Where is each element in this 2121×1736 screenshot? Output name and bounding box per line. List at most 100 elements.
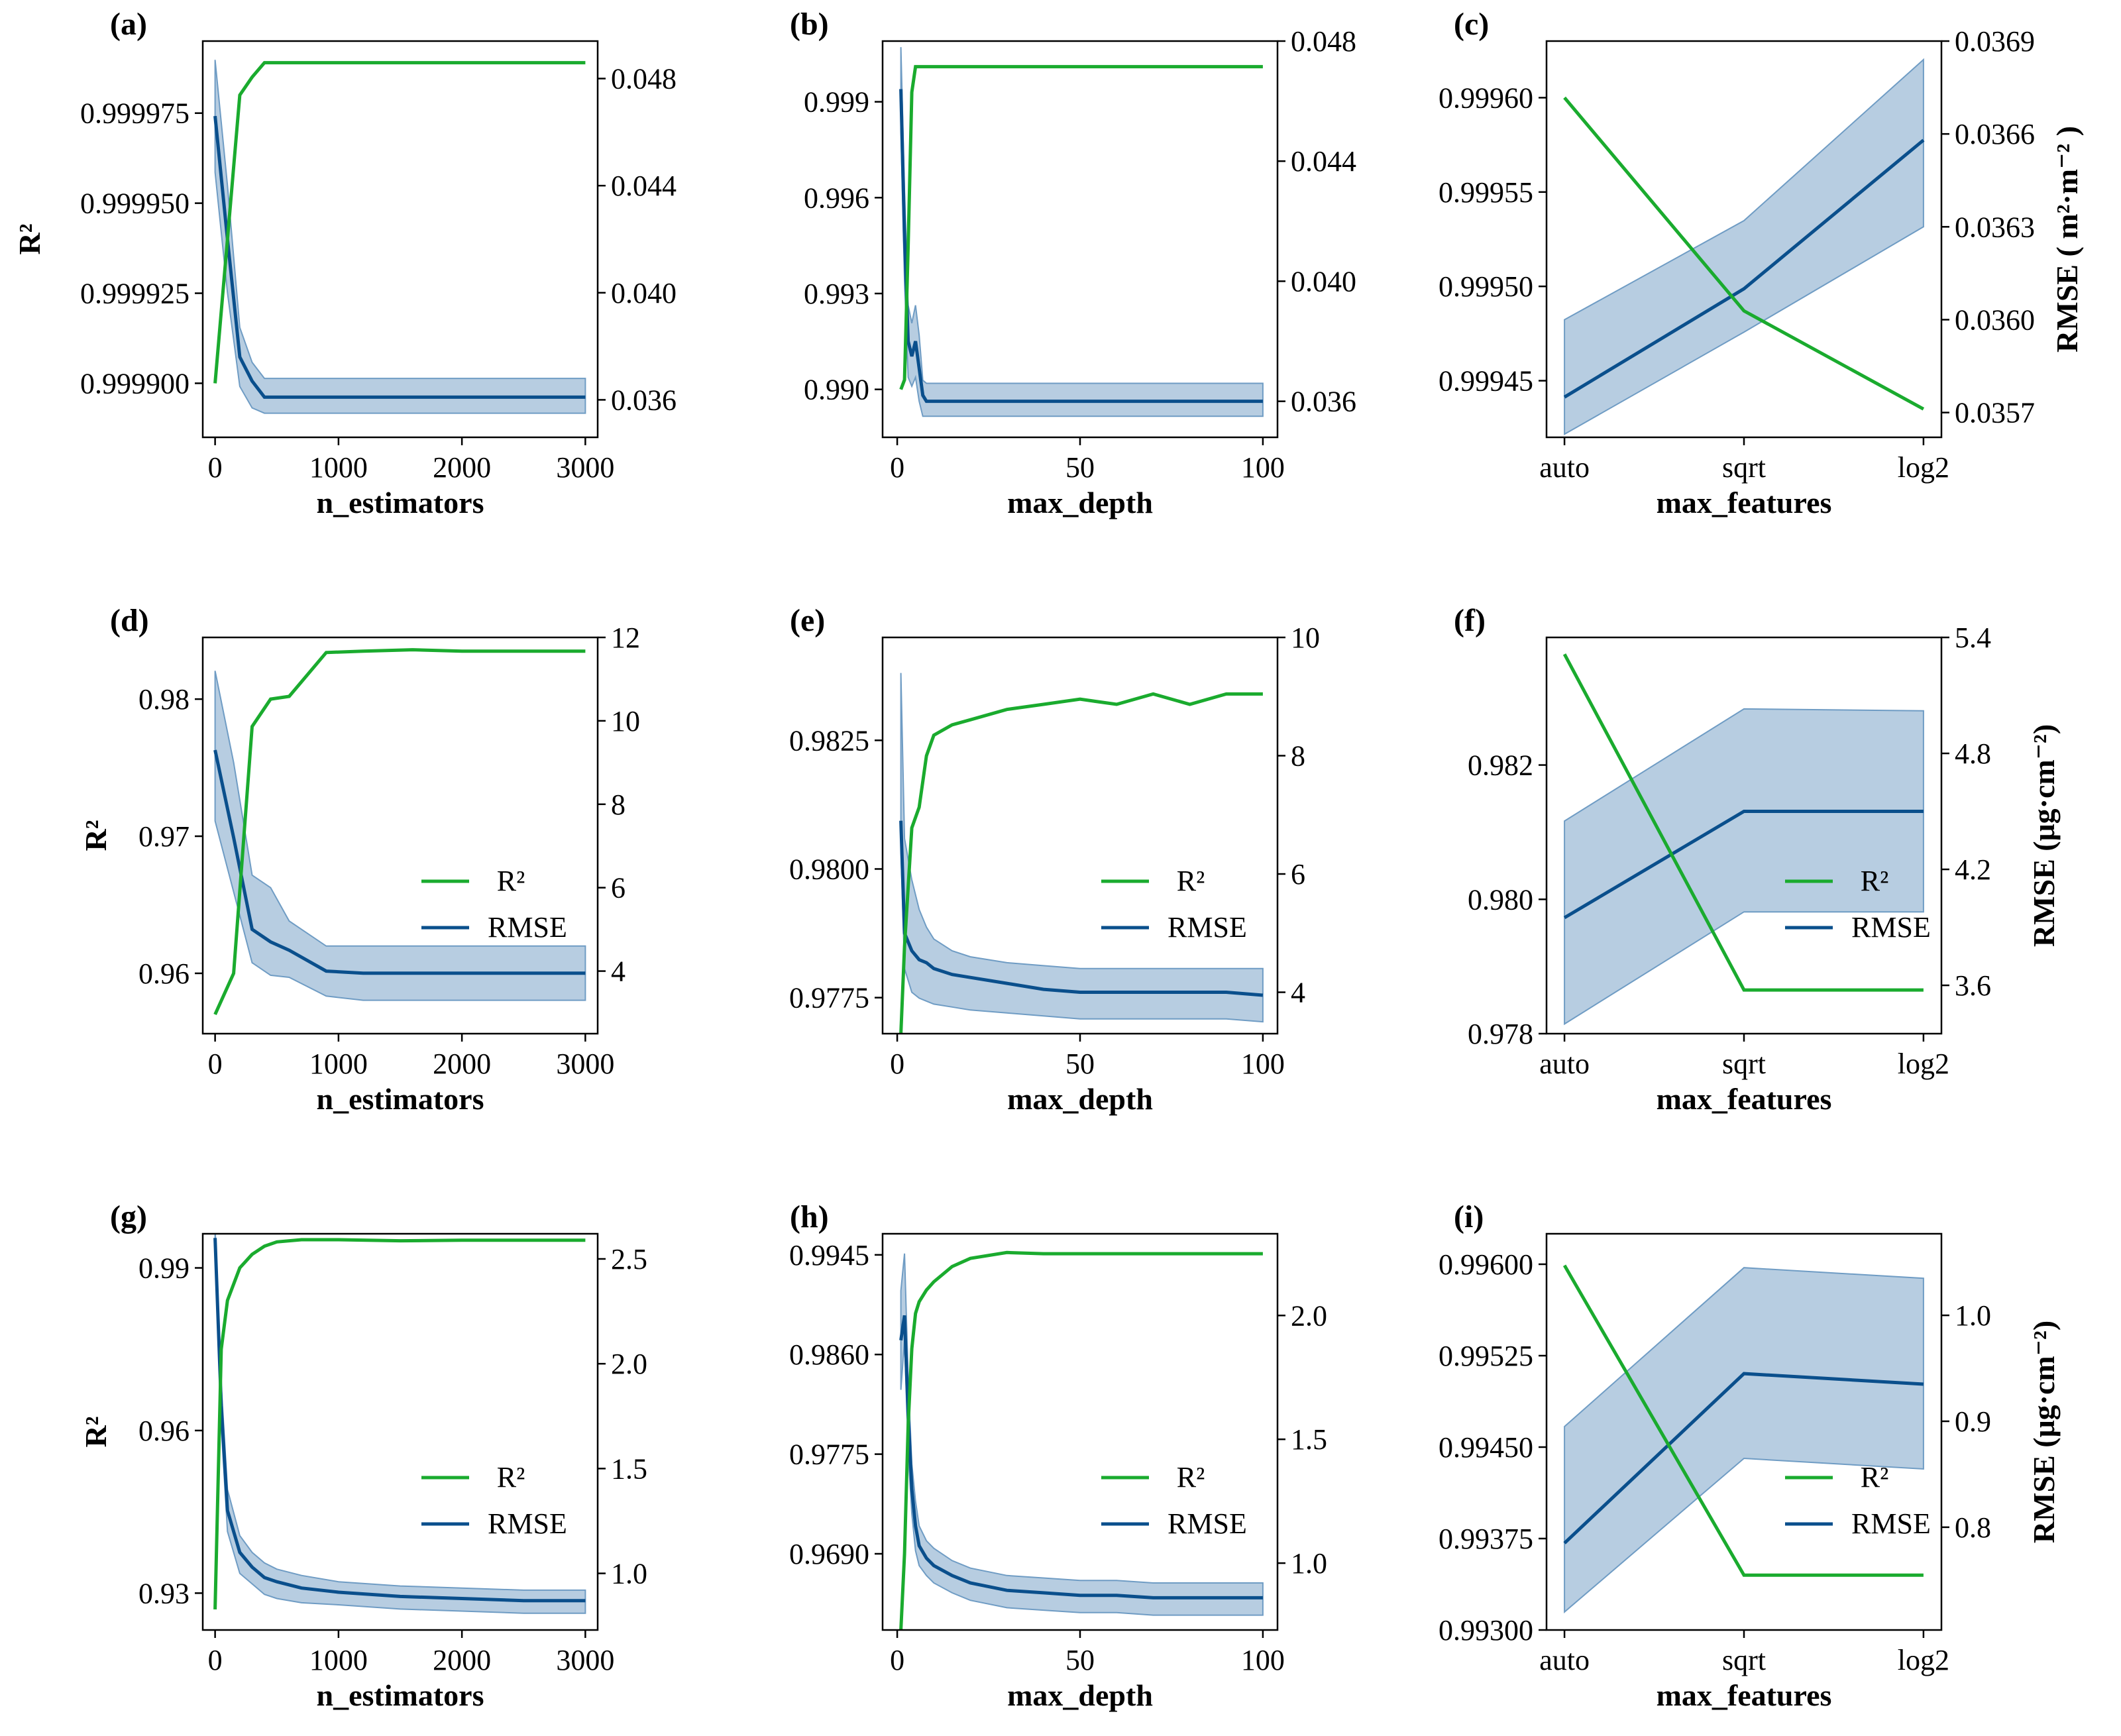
x-tick-label: 0 xyxy=(890,451,904,484)
y-tick-label: 0.9690 xyxy=(789,1538,869,1570)
legend-rmse-label: RMSE xyxy=(1851,911,1931,944)
y-tick-label: 0.978 xyxy=(1468,1018,1533,1050)
y2-tick-label: 0.0360 xyxy=(1955,303,2035,336)
y2-tick-label: 1.5 xyxy=(1291,1423,1327,1456)
x-tick-label: 50 xyxy=(1065,1644,1095,1676)
chart-panel-c: auto sqrt log2 0.99945 0.99950 0.99955 0.99960… xyxy=(1439,7,2084,519)
x-tick-label: 50 xyxy=(1065,1048,1095,1080)
x-tick-label: 3000 xyxy=(556,451,614,484)
rmse-series-line xyxy=(1563,138,1925,399)
x-axis-title: n_estimators xyxy=(317,1082,484,1116)
y-tick-label: 0.993 xyxy=(804,278,869,310)
y2-axis-title: RMSE ( m²·m⁻² ) xyxy=(2050,126,2084,353)
y-tick-label: 0.99375 xyxy=(1439,1523,1533,1555)
y2-tick-label: 10 xyxy=(1291,622,1320,654)
rmse-series-line xyxy=(1563,1372,1924,1545)
y2-tick-label: 4.2 xyxy=(1955,853,1991,886)
y2-tick-label: 0.8 xyxy=(1955,1511,1991,1544)
panel-label: (e) xyxy=(790,603,825,638)
y2-tick-label: 4.8 xyxy=(1955,737,1991,770)
plot-area xyxy=(1562,653,1924,1026)
y2-tick-label: 1.0 xyxy=(1291,1547,1327,1580)
panel-label: (f) xyxy=(1454,603,1486,638)
r2-series-line xyxy=(899,1250,1263,1630)
legend: R² RMSE xyxy=(1101,865,1247,944)
rmse-confidence-band xyxy=(900,47,1264,417)
legend-rmse-label: RMSE xyxy=(488,911,567,944)
y-tick-label: 0.9860 xyxy=(789,1338,869,1371)
y2-tick-label: 0.048 xyxy=(1291,25,1356,58)
chart-panel-i: auto sqrt log2 0.99300 0.99375 0.99450 0.99525… xyxy=(1439,1199,2061,1712)
y-tick-label: 0.97 xyxy=(138,820,190,853)
x-tick-label: 0 xyxy=(890,1644,904,1676)
x-axis-title: max_features xyxy=(1657,1082,1832,1116)
panel-label: (g) xyxy=(110,1199,147,1234)
legend-r2-label: R² xyxy=(497,865,525,897)
y-tick-label: 0.99300 xyxy=(1439,1614,1533,1647)
chart-panel-e: 0 50 100 0.9775 0.9800 0.9825 4 6 8 10 max_depth (e… xyxy=(789,603,1320,1116)
y2-tick-label: 2.5 xyxy=(611,1243,647,1275)
y-tick-label: 0.9800 xyxy=(789,853,869,885)
y-axis-title: R² xyxy=(79,820,113,851)
rmse-series-line xyxy=(213,1238,586,1603)
panel-label: (i) xyxy=(1454,1199,1484,1234)
x-tick-label: 50 xyxy=(1065,451,1095,484)
x-tick-label: 0 xyxy=(208,1644,223,1676)
legend-r2-label: R² xyxy=(1861,865,1889,897)
x-tick-label: sqrt xyxy=(1722,451,1766,484)
y2-axis-title: RMSE (μg·cm⁻²) xyxy=(2027,1321,2061,1543)
y2-tick-label: 10 xyxy=(611,705,640,737)
y-tick-label: 0.982 xyxy=(1468,749,1533,782)
x-tick-label: 1000 xyxy=(309,1048,368,1080)
y-tick-label: 0.99600 xyxy=(1439,1248,1533,1281)
x-tick-label: sqrt xyxy=(1722,1048,1766,1080)
y-tick-label: 0.999 xyxy=(804,86,869,119)
chart-panel-g: 0 1000 2000 3000 0.93 0.96 0.99 1.0 1.5 2.0 2.5 n_e… xyxy=(79,1199,647,1712)
y-tick-label: 0.99 xyxy=(138,1252,190,1285)
panel-label: (c) xyxy=(1454,7,1489,42)
x-tick-label: 100 xyxy=(1241,1644,1285,1676)
y-tick-label: 0.99950 xyxy=(1439,270,1533,303)
y2-tick-label: 0.048 xyxy=(611,63,677,95)
r2-series-line xyxy=(1562,653,1924,992)
y2-tick-label: 4 xyxy=(611,955,625,988)
y2-tick-label: 2.0 xyxy=(1291,1299,1327,1332)
y-tick-label: 0.99960 xyxy=(1439,81,1533,114)
x-tick-label: 2000 xyxy=(433,1644,491,1676)
r2-series-line xyxy=(899,692,1263,1034)
y-tick-label: 0.99955 xyxy=(1439,176,1533,209)
rmse-confidence-band xyxy=(214,60,586,414)
y-tick-label: 0.990 xyxy=(804,374,869,406)
legend-r2-label: R² xyxy=(1177,1461,1205,1493)
plot-area xyxy=(1562,1264,1924,1613)
plot-area xyxy=(213,648,586,1016)
y-tick-label: 0.999925 xyxy=(80,278,190,310)
chart-panel-a: 0 1000 2000 3000 0.999900 0.999925 0.999950 0.9… xyxy=(13,7,677,519)
rmse-series-line xyxy=(899,1315,1263,1600)
y-tick-label: 0.99945 xyxy=(1439,365,1533,398)
x-tick-label: auto xyxy=(1539,451,1590,484)
r2-series-line xyxy=(213,648,586,1016)
x-tick-label: 1000 xyxy=(309,451,368,484)
rmse-series-line xyxy=(899,820,1264,997)
y-tick-label: 0.9945 xyxy=(789,1239,869,1272)
rmse-series-line xyxy=(213,115,586,399)
legend: R² RMSE xyxy=(421,865,567,944)
y-tick-label: 0.980 xyxy=(1468,883,1533,916)
x-tick-label: 3000 xyxy=(556,1048,614,1080)
legend: R² RMSE xyxy=(1785,865,1931,944)
y-tick-label: 0.9775 xyxy=(789,982,869,1014)
y2-tick-label: 8 xyxy=(1291,740,1305,773)
plot-frame xyxy=(881,40,1279,439)
y-tick-label: 0.999900 xyxy=(80,367,190,400)
y2-tick-label: 0.9 xyxy=(1955,1405,1991,1438)
legend: R² RMSE xyxy=(1101,1461,1247,1540)
rmse-confidence-band xyxy=(214,1234,586,1614)
y2-tick-label: 5.4 xyxy=(1955,622,1991,654)
y2-tick-label: 1.0 xyxy=(1955,1299,1991,1332)
legend: R² RMSE xyxy=(421,1461,567,1540)
legend: R² RMSE xyxy=(1785,1461,1931,1540)
y2-tick-label: 0.044 xyxy=(611,170,677,202)
y2-tick-label: 0.036 xyxy=(611,384,677,416)
y2-tick-label: 6 xyxy=(1291,858,1305,891)
